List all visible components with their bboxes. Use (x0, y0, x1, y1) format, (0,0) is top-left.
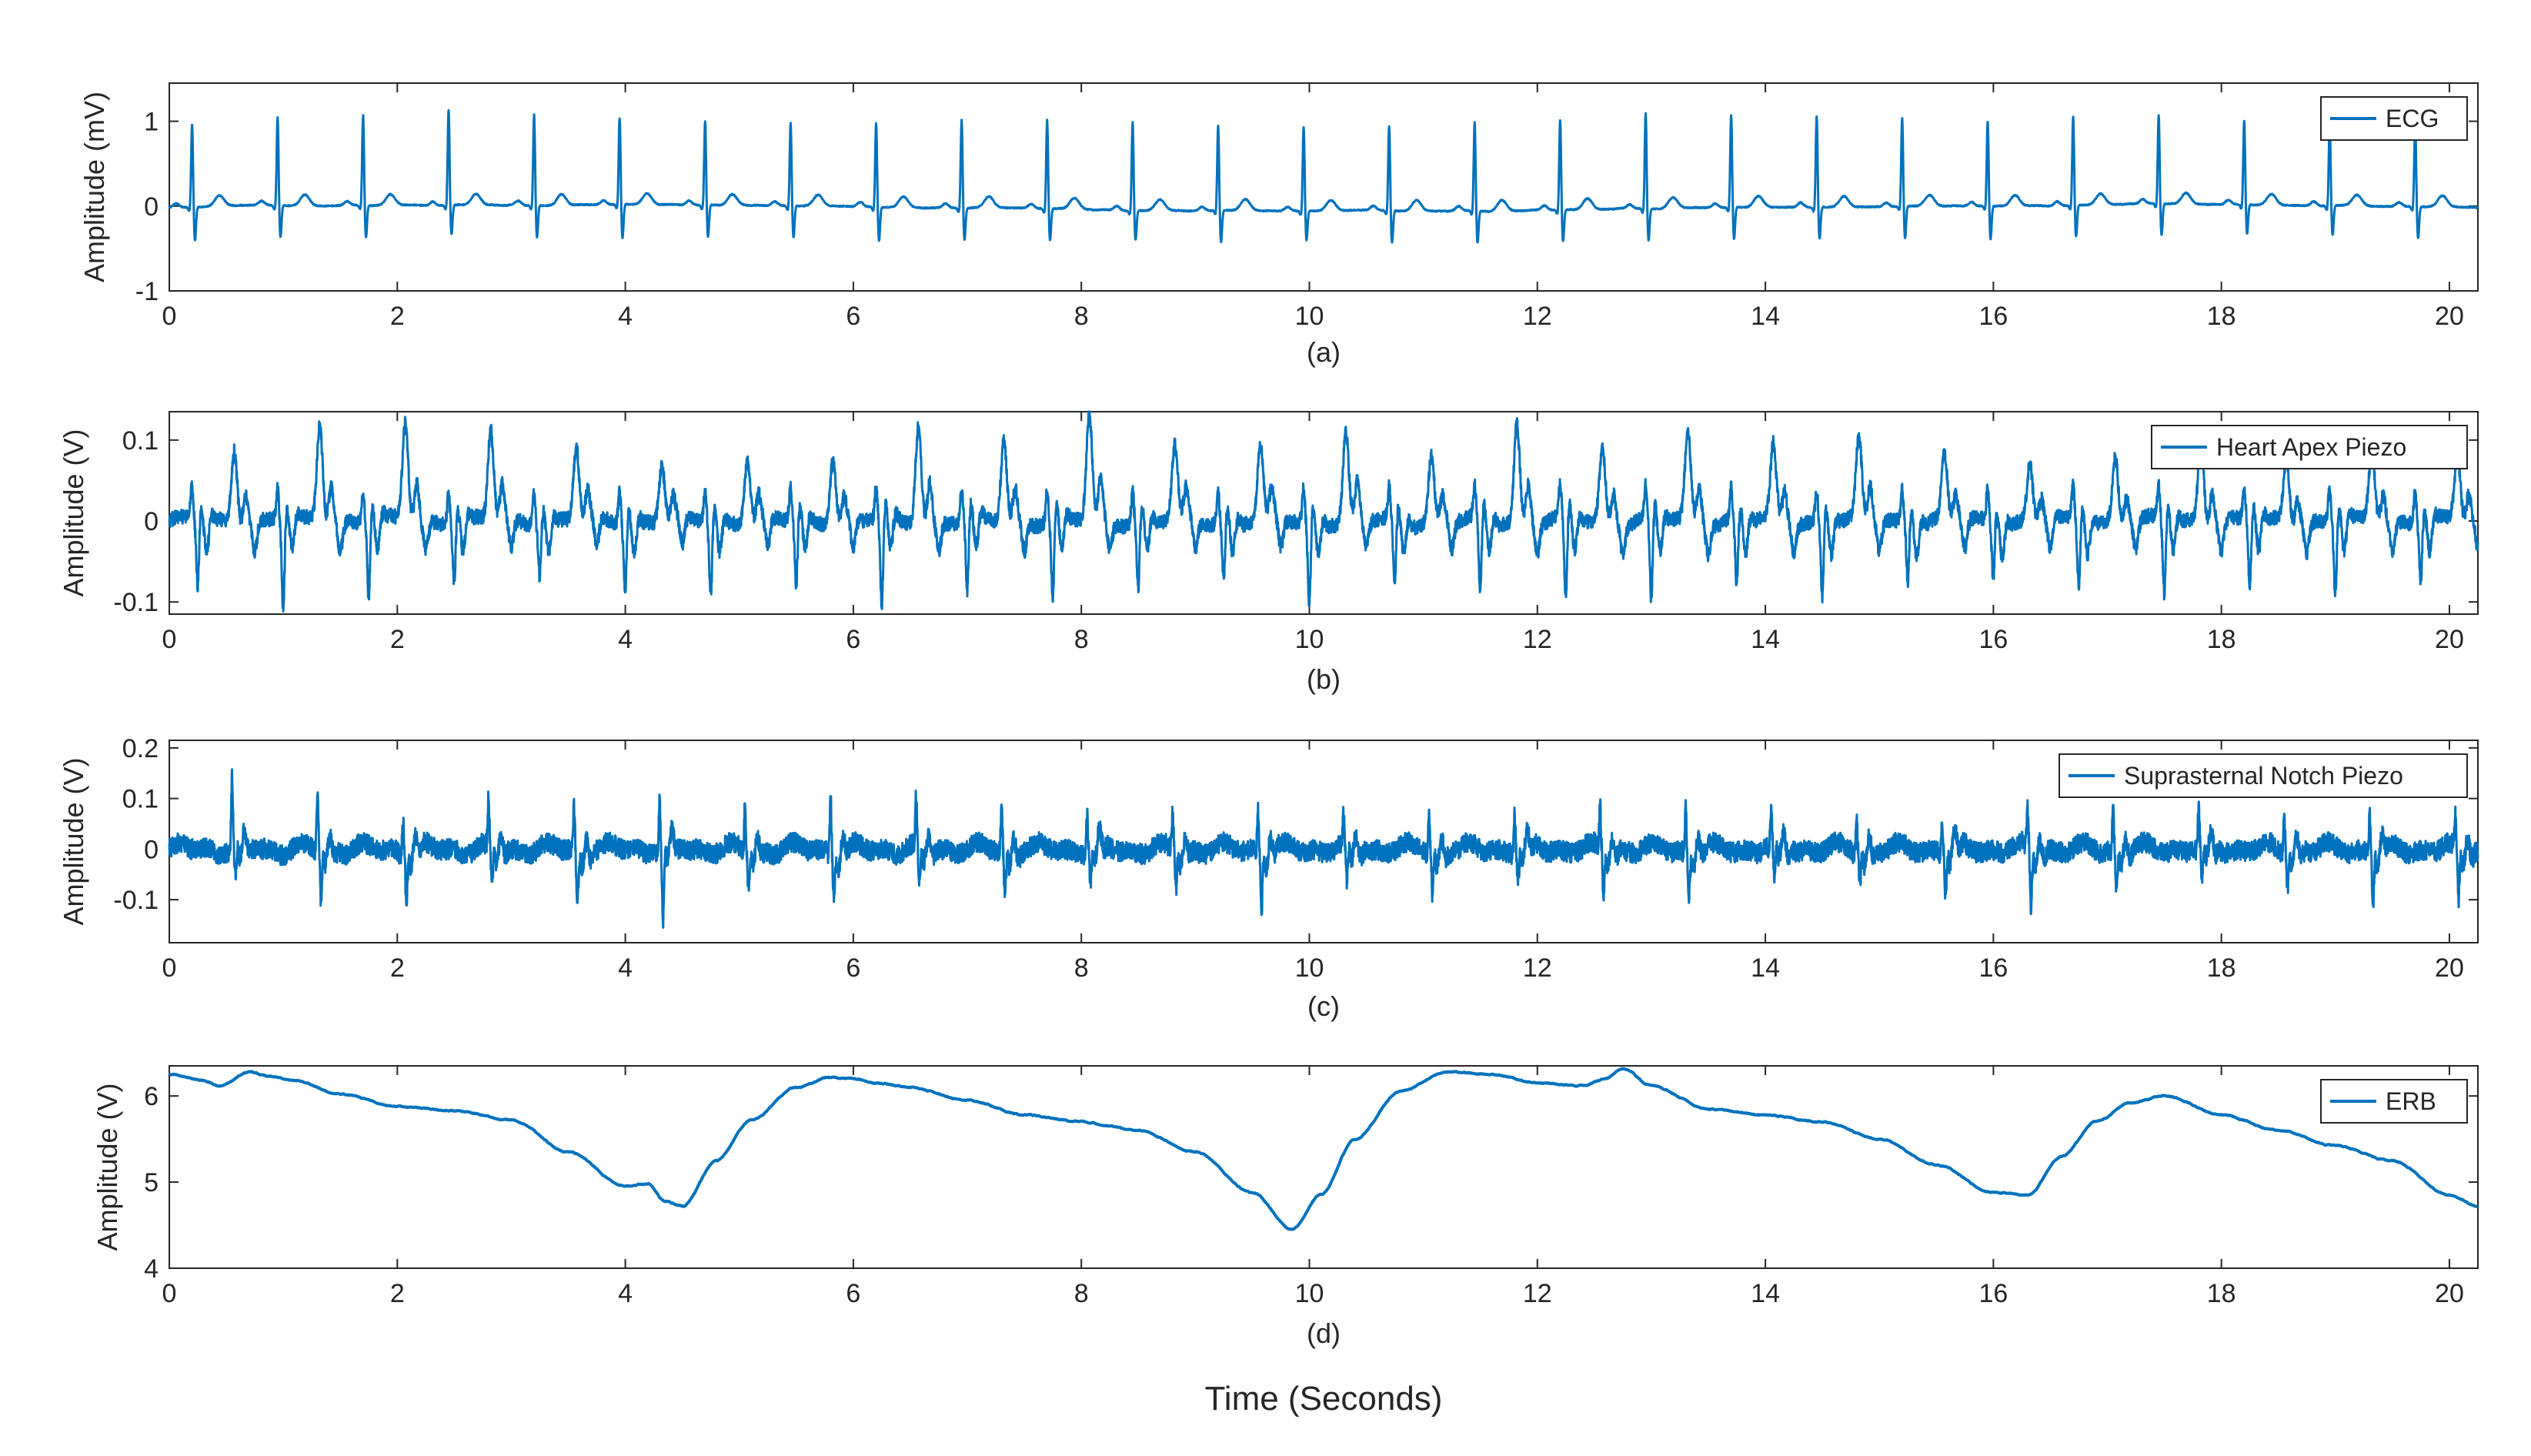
y-tick-label-b-1: 0 (144, 507, 159, 536)
panel-a: 0 2 4 6 8 10 12 14 16 18 20-101 Amplitude (mV) (a)… (78, 82, 2479, 368)
x-tick-label-a-5: 10 (1295, 302, 1324, 331)
x-tick-label-d-5: 10 (1295, 1279, 1324, 1308)
x-tick-label-c-1: 2 (390, 953, 405, 983)
legend-label-ecg: ECG (2386, 105, 2439, 132)
x-tick-label-a-9: 18 (2207, 302, 2236, 331)
panel-c: 0 2 4 6 8 10 12 14 16 18 20 -0.1 0 0.1 0.2 Amplitude (… (58, 734, 2479, 1022)
global-x-axis-label: Time (Seconds) (1205, 1380, 1443, 1418)
legend-label-heart-apex: Heart Apex Piezo (2216, 433, 2406, 461)
x-tick-label-b-6: 12 (1523, 625, 1552, 654)
ticks-c: 0 2 4 6 8 10 12 14 16 18 20 -0.1 0 0.1 0.2 (113, 734, 2478, 983)
ticks-d: 0 2 4 6 8 10 12 14 16 18 20 4 5 6 (144, 1066, 2478, 1308)
y-tick-label-d-2: 6 (144, 1082, 159, 1111)
x-tick-label-c-4: 8 (1074, 953, 1089, 983)
x-tick-label-a-7: 14 (1751, 302, 1780, 331)
y-tick-label-c-0: -0.1 (113, 886, 159, 915)
ylabel-d: Amplitude (V) (92, 1083, 123, 1251)
x-tick-label-b-7: 14 (1751, 625, 1780, 654)
plot-frame-b (169, 411, 2479, 615)
x-tick-label-b-0: 0 (162, 625, 177, 654)
ecg-series-line (168, 109, 2479, 244)
y-tick-label-d-0: 4 (144, 1254, 159, 1284)
y-tick-label-c-1: 0 (144, 835, 159, 864)
x-tick-label-c-0: 0 (162, 953, 177, 983)
x-tick-label-c-3: 6 (846, 953, 860, 983)
y-tick-label-a-0: -1 (135, 277, 159, 306)
x-tick-label-d-0: 0 (162, 1279, 177, 1308)
heart-apex-series-line (168, 410, 2479, 613)
plot-frame-a (169, 82, 2479, 292)
legend-b: Heart Apex Piezo (2151, 425, 2468, 469)
panel-label-a: (a) (1307, 336, 1341, 368)
x-tick-label-a-3: 6 (846, 302, 860, 331)
legend-label-erb: ERB (2386, 1087, 2436, 1115)
x-tick-label-b-2: 4 (618, 625, 633, 654)
x-tick-label-d-1: 2 (390, 1279, 405, 1308)
suprasternal-series-line (168, 768, 2479, 929)
x-tick-label-a-10: 20 (2435, 302, 2464, 331)
x-tick-label-a-6: 12 (1523, 302, 1552, 331)
y-tick-label-d-1: 5 (144, 1168, 159, 1197)
x-tick-label-b-1: 2 (390, 625, 405, 654)
panel-label-c: (c) (1307, 990, 1340, 1022)
x-tick-label-c-7: 14 (1751, 953, 1780, 983)
x-tick-label-c-9: 18 (2207, 953, 2236, 983)
x-tick-label-d-4: 8 (1074, 1279, 1089, 1308)
ticks-b: 0 2 4 6 8 10 12 14 16 18 20-0.100.1 (113, 412, 2478, 654)
x-tick-label-c-8: 16 (1978, 953, 2008, 983)
x-tick-label-a-8: 16 (1978, 302, 2008, 331)
x-tick-label-d-9: 18 (2207, 1279, 2236, 1308)
x-tick-label-b-10: 20 (2435, 625, 2464, 654)
erb-series-line (168, 1067, 2479, 1231)
x-tick-label-d-2: 4 (618, 1279, 633, 1308)
x-tick-label-a-1: 2 (390, 302, 405, 331)
ylabel-c: Amplitude (V) (58, 757, 89, 925)
x-tick-label-a-4: 8 (1074, 302, 1089, 331)
legend-a: ECG (2320, 96, 2468, 141)
legend-d: ERB (2320, 1079, 2468, 1124)
y-tick-label-a-2: 1 (144, 108, 159, 137)
ylabel-a: Amplitude (mV) (78, 92, 110, 282)
legend-box-c (2059, 753, 2468, 798)
panel-d: 0 2 4 6 8 10 12 14 16 18 20 4 5 6 Amplitude (V) (d) E… (92, 1065, 2479, 1349)
x-tick-label-a-0: 0 (162, 302, 177, 331)
x-tick-label-d-3: 6 (846, 1279, 860, 1308)
x-tick-label-d-10: 20 (2435, 1279, 2464, 1308)
x-tick-label-c-5: 10 (1295, 953, 1324, 983)
x-tick-label-c-6: 12 (1523, 953, 1552, 983)
x-tick-label-d-8: 16 (1978, 1279, 2008, 1308)
legend-c: Suprasternal Notch Piezo (2059, 753, 2468, 798)
y-tick-label-b-0: -0.1 (113, 588, 159, 617)
x-tick-label-d-7: 14 (1751, 1279, 1780, 1308)
panel-label-d: (d) (1307, 1317, 1341, 1349)
y-tick-label-b-2: 0.1 (122, 426, 159, 456)
ylabel-b: Amplitude (V) (58, 429, 89, 596)
y-tick-label-a-1: 0 (144, 192, 159, 222)
x-tick-label-b-5: 10 (1295, 625, 1324, 654)
x-tick-label-b-8: 16 (1978, 625, 2008, 654)
y-tick-label-c-3: 0.2 (122, 734, 159, 763)
y-tick-label-c-2: 0.1 (122, 785, 159, 814)
ticks-a: 0 2 4 6 8 10 12 14 16 18 20-101 (135, 83, 2478, 331)
x-tick-label-b-3: 6 (846, 625, 860, 654)
panel-b: 0 2 4 6 8 10 12 14 16 18 20-0.100.1 Amplitude (V) … (58, 410, 2479, 695)
x-tick-label-c-2: 4 (618, 953, 633, 983)
x-tick-label-b-9: 18 (2207, 625, 2236, 654)
x-tick-label-c-10: 20 (2435, 953, 2464, 983)
x-tick-label-d-6: 12 (1523, 1279, 1552, 1308)
x-tick-label-b-4: 8 (1074, 625, 1089, 654)
panel-label-b: (b) (1307, 663, 1341, 695)
x-tick-label-a-2: 4 (618, 302, 633, 331)
legend-label-suprasternal: Suprasternal Notch Piezo (2124, 762, 2403, 790)
plot-frame-d (169, 1065, 2479, 1269)
